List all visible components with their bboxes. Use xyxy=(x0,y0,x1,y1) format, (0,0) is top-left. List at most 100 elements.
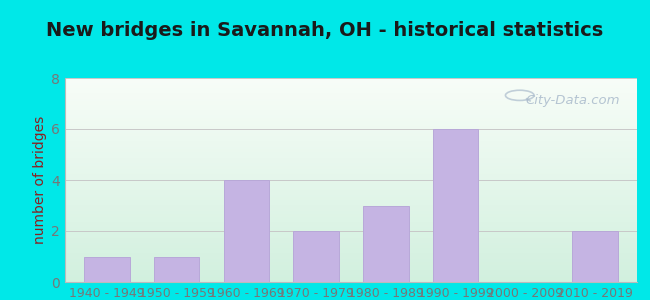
Bar xyxy=(65,208,637,210)
Bar xyxy=(65,130,637,131)
Bar xyxy=(65,108,637,109)
Bar xyxy=(65,228,637,229)
Bar xyxy=(65,143,637,144)
Bar xyxy=(65,198,637,200)
Bar xyxy=(65,92,637,93)
Bar xyxy=(65,259,637,260)
Bar xyxy=(154,256,200,282)
Bar xyxy=(65,200,637,201)
Bar xyxy=(65,115,637,116)
Bar xyxy=(65,275,637,276)
Bar xyxy=(65,164,637,165)
Bar xyxy=(65,225,637,226)
Bar xyxy=(65,244,637,245)
Bar xyxy=(65,159,637,160)
Bar xyxy=(65,177,637,178)
Bar xyxy=(65,152,637,154)
Bar xyxy=(65,214,637,215)
Bar xyxy=(65,265,637,266)
Bar xyxy=(65,101,637,103)
Bar xyxy=(65,184,637,185)
Bar xyxy=(65,128,637,129)
Bar xyxy=(65,162,637,163)
Bar xyxy=(65,132,637,133)
Bar xyxy=(65,210,637,211)
Bar xyxy=(65,250,637,251)
Bar xyxy=(65,168,637,169)
Bar xyxy=(65,158,637,159)
Bar xyxy=(65,218,637,219)
Bar xyxy=(65,262,637,264)
Bar xyxy=(65,264,637,265)
Bar xyxy=(65,189,637,190)
Bar xyxy=(65,202,637,203)
Bar xyxy=(65,172,637,173)
Bar xyxy=(65,86,637,87)
Bar xyxy=(65,220,637,221)
Bar xyxy=(65,187,637,188)
Bar xyxy=(65,89,637,90)
Bar xyxy=(65,231,637,232)
Bar xyxy=(65,273,637,274)
Bar xyxy=(65,180,637,181)
Bar xyxy=(65,118,637,119)
Bar xyxy=(65,271,637,272)
Bar xyxy=(65,150,637,152)
Bar xyxy=(65,175,637,176)
Bar xyxy=(65,154,637,155)
Bar xyxy=(65,88,637,89)
Bar xyxy=(65,155,637,157)
Bar xyxy=(65,248,637,249)
Bar xyxy=(65,222,637,223)
Bar xyxy=(65,272,637,273)
Bar xyxy=(65,268,637,269)
Bar xyxy=(65,251,637,252)
Bar xyxy=(65,226,637,227)
Bar xyxy=(65,166,637,167)
Bar xyxy=(65,260,637,261)
Bar xyxy=(65,131,637,132)
Bar xyxy=(65,274,637,275)
Bar xyxy=(65,234,637,235)
Bar xyxy=(65,133,637,134)
Bar xyxy=(65,100,637,101)
Bar xyxy=(65,219,637,220)
Bar xyxy=(65,169,637,170)
Bar xyxy=(65,211,637,212)
Bar xyxy=(65,116,637,117)
Bar xyxy=(65,117,637,118)
Bar xyxy=(65,178,637,179)
Bar xyxy=(65,91,637,92)
Bar xyxy=(65,136,637,137)
Bar xyxy=(65,80,637,81)
Bar xyxy=(65,194,637,195)
Bar xyxy=(65,193,637,194)
Bar xyxy=(65,95,637,96)
Bar xyxy=(65,138,637,139)
Bar xyxy=(65,78,637,79)
Bar xyxy=(65,87,637,88)
Bar xyxy=(65,257,637,259)
Bar xyxy=(65,266,637,267)
Bar xyxy=(65,106,637,108)
Bar xyxy=(65,245,637,246)
Bar xyxy=(65,276,637,277)
Bar xyxy=(65,171,637,172)
Bar xyxy=(65,279,637,280)
Bar xyxy=(65,191,637,192)
Bar xyxy=(65,121,637,122)
Bar xyxy=(65,167,637,168)
Bar xyxy=(65,119,637,120)
Bar xyxy=(65,134,637,135)
Text: New bridges in Savannah, OH - historical statistics: New bridges in Savannah, OH - historical… xyxy=(46,21,604,40)
Bar xyxy=(65,98,637,99)
Bar xyxy=(65,277,637,278)
Bar xyxy=(65,157,637,158)
Bar xyxy=(65,110,637,111)
Bar xyxy=(65,281,637,282)
Bar xyxy=(65,216,637,217)
Bar xyxy=(65,82,637,83)
Bar xyxy=(65,125,637,126)
Bar xyxy=(65,182,637,183)
Bar xyxy=(65,165,637,166)
